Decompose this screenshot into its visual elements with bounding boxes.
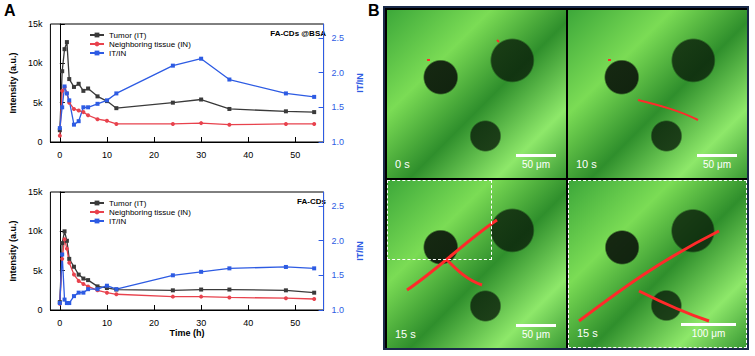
- svg-text:2.5: 2.5: [332, 201, 345, 211]
- svg-text:20: 20: [149, 318, 159, 328]
- svg-text:IT/IN: IT/IN: [355, 241, 365, 261]
- html-text:0 s: 0 s: [395, 158, 410, 170]
- html-text:50 μm: 50 μm: [522, 159, 550, 170]
- svg-text:5k: 5k: [33, 266, 43, 276]
- html-text:50 μm: 50 μm: [522, 329, 550, 340]
- html-text:15 s: 15 s: [395, 328, 416, 340]
- svg-text:40: 40: [243, 150, 253, 160]
- html-text:10 s: 10 s: [576, 158, 597, 170]
- svg-text:0: 0: [57, 318, 62, 328]
- svg-text:IT/IN: IT/IN: [109, 217, 127, 226]
- svg-text:1.0: 1.0: [332, 137, 345, 147]
- svg-text:2.0: 2.0: [332, 68, 345, 78]
- svg-text:1.0: 1.0: [332, 305, 345, 315]
- svg-text:40: 40: [243, 318, 253, 328]
- svg-text:Neighboring tissue (IN): Neighboring tissue (IN): [109, 208, 191, 217]
- html-text:100 μm: 100 μm: [691, 328, 726, 339]
- svg-text:1.5: 1.5: [332, 102, 345, 112]
- html-text:A: A: [4, 2, 16, 19]
- svg-text:20: 20: [149, 150, 159, 160]
- svg-text:10k: 10k: [28, 58, 43, 68]
- svg-text:15k: 15k: [28, 19, 43, 29]
- svg-text:10: 10: [102, 150, 112, 160]
- svg-text:IT/IN: IT/IN: [355, 73, 365, 93]
- svg-text:2.5: 2.5: [332, 33, 345, 43]
- svg-text:Time (h): Time (h): [170, 328, 205, 338]
- html-text:50 μm: 50 μm: [703, 159, 731, 170]
- svg-text:50: 50: [290, 318, 300, 328]
- svg-text:0: 0: [37, 305, 42, 315]
- html-text:B: B: [368, 2, 380, 19]
- svg-text:Tumor (IT): Tumor (IT): [109, 31, 147, 40]
- svg-text:Tumor (IT): Tumor (IT): [109, 199, 147, 208]
- svg-text:0: 0: [57, 150, 62, 160]
- svg-text:30: 30: [196, 318, 206, 328]
- svg-text:Intensity (a.u.): Intensity (a.u.): [8, 220, 18, 281]
- svg-text:30: 30: [196, 150, 206, 160]
- svg-text:0: 0: [37, 137, 42, 147]
- svg-text:15k: 15k: [28, 187, 43, 197]
- svg-text:FA-CDs @BSA: FA-CDs @BSA: [270, 29, 326, 38]
- svg-text:2.0: 2.0: [332, 236, 345, 246]
- svg-text:FA-CDs: FA-CDs: [297, 197, 326, 206]
- svg-text:IT/IN: IT/IN: [109, 49, 127, 58]
- html-text:15 s: 15 s: [577, 327, 598, 339]
- svg-text:50: 50: [290, 150, 300, 160]
- svg-text:10: 10: [102, 318, 112, 328]
- svg-text:1.5: 1.5: [332, 270, 345, 280]
- svg-text:5k: 5k: [33, 98, 43, 108]
- svg-text:Intensity (a.u.): Intensity (a.u.): [8, 52, 18, 113]
- svg-text:Neighboring tissue (IN): Neighboring tissue (IN): [109, 40, 191, 49]
- svg-text:10k: 10k: [28, 226, 43, 236]
